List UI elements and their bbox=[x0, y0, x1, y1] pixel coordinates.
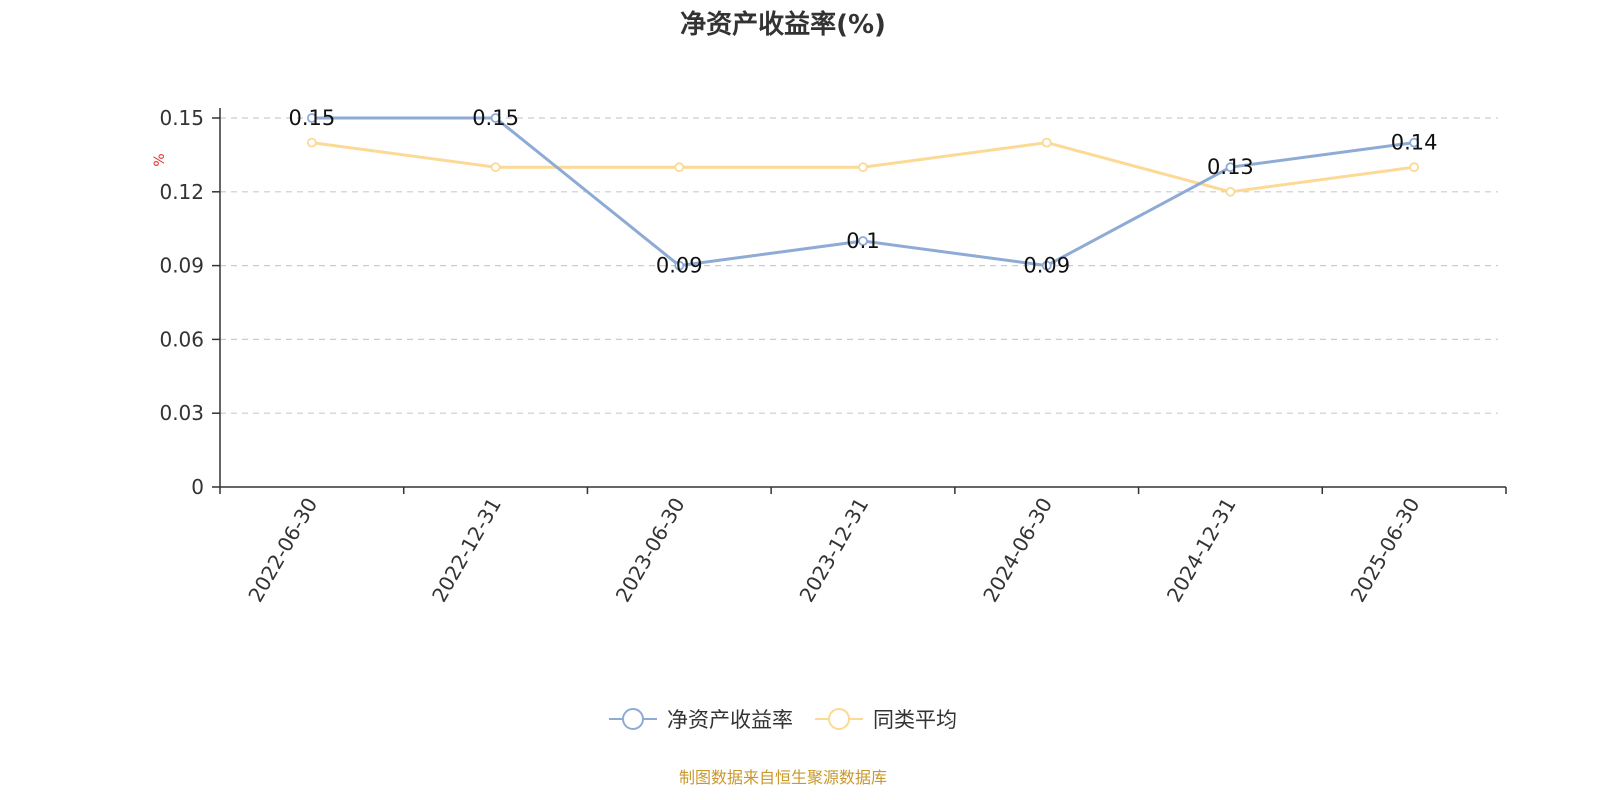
legend-label-roe: 净资产收益率 bbox=[667, 708, 793, 732]
axes bbox=[219, 108, 1506, 488]
series-0-point bbox=[306, 113, 317, 123]
legend-label-peer-average: 同类平均 bbox=[873, 708, 957, 732]
x-tick-label: 2022-12-31 bbox=[427, 493, 506, 606]
y-tick-label: 0.09 bbox=[159, 254, 204, 278]
x-tick-label: 2022-06-30 bbox=[243, 494, 322, 607]
legend-marker-roe bbox=[609, 707, 657, 731]
x-axis-ticks: 2022-06-30 2022-12-31 2023-06-30 2023-12-31… bbox=[219, 487, 1507, 607]
series-1-point bbox=[306, 137, 317, 148]
x-tick-label: 2023-06-30 bbox=[611, 494, 690, 607]
series-0-point bbox=[1041, 260, 1052, 271]
y-tick-label: 0.15 bbox=[159, 106, 204, 130]
legend-item-peer-average[interactable]: 同类平均 bbox=[815, 704, 957, 734]
data-label: 0.09 bbox=[656, 254, 703, 278]
x-tick-label: 2024-06-30 bbox=[978, 494, 1057, 607]
data-source-note: 制图数据来自恒生聚源数据库 bbox=[678, 768, 887, 787]
grid-lines bbox=[220, 117, 1498, 414]
y-tick-label: 0.03 bbox=[159, 401, 204, 425]
y-tick-label: 0.06 bbox=[159, 327, 204, 351]
series-0-point bbox=[858, 236, 868, 246]
data-label: 0.09 bbox=[1023, 254, 1070, 278]
chart-title: 净资产收益率(%) bbox=[680, 10, 886, 40]
series-0-point bbox=[1225, 162, 1236, 173]
data-label: 0.15 bbox=[288, 106, 335, 130]
data-labels: 0.15 0.15 0.09 0.1 0.09 0.13 0.14 bbox=[288, 106, 1437, 278]
series-0-point bbox=[1409, 137, 1420, 148]
series-1-point bbox=[1041, 137, 1052, 148]
x-tick-label: 2023-12-31 bbox=[794, 494, 873, 607]
x-tick-label: 2025-06-30 bbox=[1346, 494, 1425, 607]
legend-item-roe[interactable]: 净资产收益率 bbox=[609, 704, 793, 734]
series-1-point bbox=[490, 162, 501, 173]
data-label: 0.1 bbox=[846, 229, 879, 253]
data-label: 0.14 bbox=[1391, 131, 1438, 155]
series-1-point bbox=[1225, 186, 1236, 197]
series-1-point bbox=[674, 162, 685, 173]
y-tick-label: 0.12 bbox=[159, 180, 204, 204]
x-tick-label: 2024-12-31 bbox=[1162, 494, 1241, 607]
y-axis-label: % bbox=[152, 153, 168, 166]
series-0-point bbox=[674, 260, 685, 271]
series-1-point bbox=[858, 162, 868, 173]
data-label: 0.15 bbox=[472, 106, 519, 130]
series-group bbox=[306, 113, 1420, 271]
series-0-point bbox=[490, 113, 501, 123]
data-label: 0.13 bbox=[1207, 155, 1254, 179]
y-tick-label: 0 bbox=[191, 475, 204, 499]
legend: 净资产收益率 同类平均 bbox=[0, 704, 1566, 734]
series-1-point bbox=[1409, 162, 1420, 173]
legend-marker-peer-average bbox=[815, 707, 863, 731]
y-axis-ticks: 0 0.03 0.06 0.09 0.12 0.15 bbox=[159, 106, 220, 499]
